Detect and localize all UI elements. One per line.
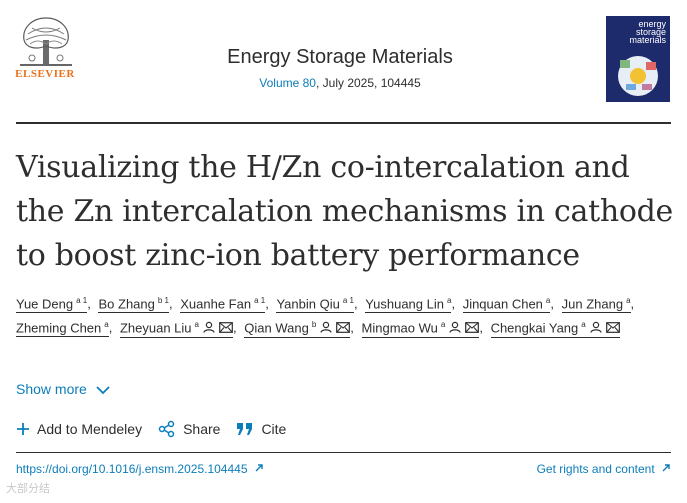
author-separator: ,: [233, 320, 237, 335]
author-affiliation-sup: a 1: [254, 295, 266, 305]
author-name: Chengkai Yang: [490, 320, 579, 335]
header-divider: [16, 122, 671, 124]
author-affiliation-sup: a: [581, 319, 586, 329]
journal-cover-image[interactable]: energy storage materials: [606, 16, 670, 102]
author-link[interactable]: Zheming Chen a: [16, 317, 109, 337]
show-more-label: Show more: [16, 381, 87, 397]
chevron-down-icon: [96, 386, 110, 395]
footer-divider: [16, 452, 671, 453]
author-affiliation-sup: a: [194, 319, 199, 329]
author-name: Yushuang Lin: [365, 296, 444, 311]
author-name: Jinquan Chen: [462, 296, 543, 311]
author-separator: ,: [353, 296, 358, 311]
doi-text: https://doi.org/10.1016/j.ensm.2025.1044…: [16, 462, 248, 476]
cover-title: energy storage materials: [629, 19, 666, 45]
watermark: 大部分结: [6, 483, 50, 495]
author-link[interactable]: Zheyuan Liu a: [119, 317, 233, 338]
author-affiliation-sup: a: [440, 319, 446, 329]
email-icon: [605, 321, 620, 337]
person-icon: [320, 321, 332, 337]
author-separator: ,: [108, 320, 113, 335]
elsevier-tree-logo[interactable]: [14, 14, 78, 84]
cite-label: Cite: [261, 421, 287, 437]
email-icon: [465, 321, 480, 337]
author-affiliation-sup: a: [545, 295, 551, 305]
quote-icon: [237, 423, 253, 435]
email-icon: [336, 321, 351, 337]
cite-button[interactable]: Cite: [236, 421, 286, 437]
person-icon: [449, 321, 461, 337]
author-link[interactable]: Qian Wang b: [244, 317, 351, 338]
author-link[interactable]: Bo Zhang b 1: [98, 293, 169, 313]
author-separator: ,: [168, 296, 173, 311]
author-separator: ,: [479, 320, 483, 335]
author-link[interactable]: Yanbin Qiu a 1: [276, 293, 354, 313]
doi-link[interactable]: https://doi.org/10.1016/j.ensm.2025.1044…: [16, 462, 264, 476]
show-more-button[interactable]: Show more: [16, 381, 110, 397]
rights-link[interactable]: Get rights and content: [537, 462, 671, 476]
author-name: Yue Deng: [16, 296, 74, 311]
article-actions: Add to Mendeley Share Cite: [16, 420, 286, 438]
author-affiliation-sup: a 1: [342, 295, 354, 305]
external-link-icon: [255, 464, 263, 472]
author-name: Yanbin Qiu: [276, 296, 340, 311]
journal-date-article: , July 2025, 104445: [315, 76, 421, 90]
share-icon: [158, 420, 175, 438]
author-name: Zheyuan Liu: [119, 320, 192, 335]
share-label: Share: [183, 421, 221, 437]
external-link-icon: [662, 464, 670, 472]
volume-link[interactable]: Volume 80: [259, 76, 316, 90]
author-name: Jun Zhang: [561, 296, 624, 311]
author-list: Yue Deng a 1, Bo Zhang b 1, Xuanhe Fan a 1,…: [16, 292, 676, 340]
author-affiliation-sup: b: [311, 319, 317, 329]
author-link[interactable]: Jinquan Chen a: [462, 293, 551, 313]
person-icon: [590, 321, 602, 337]
article-title: Visualizing the H/Zn co-intercalation an…: [16, 150, 674, 273]
email-icon: [219, 321, 233, 337]
add-to-mendeley-label: Add to Mendeley: [37, 421, 143, 437]
author-separator: ,: [350, 320, 354, 335]
author-affiliation-sup: b 1: [157, 295, 169, 305]
author-affiliation-sup: a: [446, 295, 452, 305]
author-name: Zheming Chen: [16, 320, 102, 335]
author-name: Xuanhe Fan: [180, 296, 252, 311]
author-link[interactable]: Yushuang Lin a: [365, 293, 452, 313]
publisher-name: ELSEVIER: [15, 68, 75, 80]
author-name: Qian Wang: [244, 320, 309, 335]
plus-icon: [17, 423, 29, 435]
journal-meta: Volume 80, July 2025, 104445: [180, 76, 500, 90]
author-name: Bo Zhang: [98, 296, 155, 311]
person-icon: [203, 321, 215, 337]
author-link[interactable]: Chengkai Yang a: [490, 317, 620, 338]
author-link[interactable]: Yue Deng a 1: [16, 293, 88, 313]
add-to-mendeley-button[interactable]: Add to Mendeley: [16, 421, 142, 437]
author-affiliation-sup: a: [104, 319, 109, 329]
journal-title[interactable]: Energy Storage Materials: [227, 46, 453, 68]
author-separator: ,: [630, 296, 635, 311]
author-separator: ,: [451, 296, 456, 311]
author-link[interactable]: Xuanhe Fan a 1: [180, 293, 266, 313]
rights-text: Get rights and content: [536, 462, 655, 476]
author-separator: ,: [87, 296, 91, 311]
author-affiliation-sup: a: [626, 295, 631, 305]
share-button[interactable]: Share: [158, 420, 220, 438]
author-link[interactable]: Mingmao Wu a: [361, 317, 480, 338]
author-link[interactable]: Jun Zhang a: [561, 293, 631, 313]
author-name: Mingmao Wu: [361, 320, 438, 335]
author-separator: ,: [550, 296, 554, 311]
author-affiliation-sup: a 1: [76, 295, 88, 305]
author-separator: ,: [265, 296, 269, 311]
